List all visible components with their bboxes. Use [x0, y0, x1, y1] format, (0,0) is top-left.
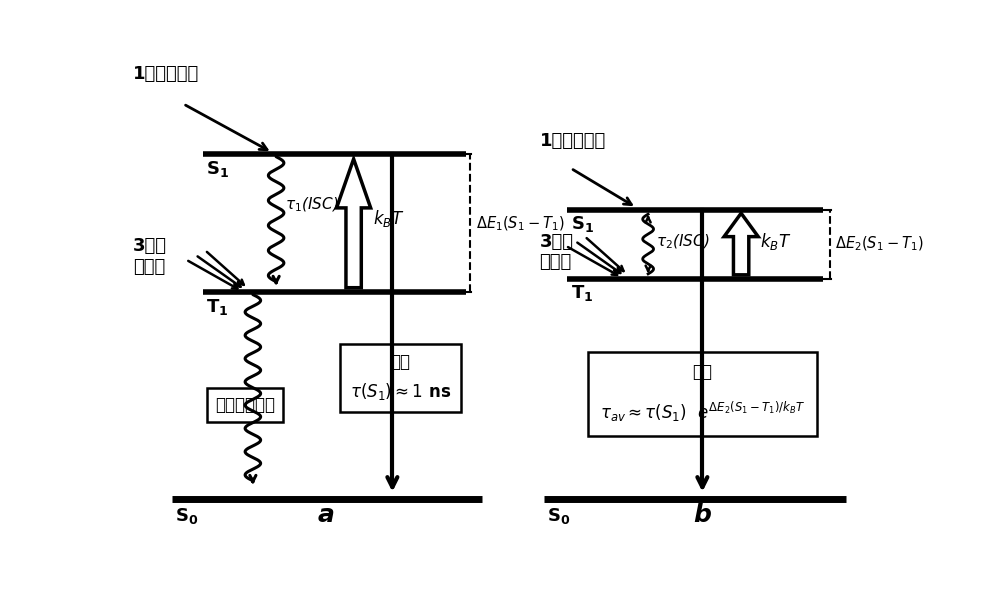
Text: 荧光
$\tau(S_1)\approx1$ ns: 荧光 $\tau(S_1)\approx1$ ns: [350, 353, 451, 402]
Text: 1单重态路径: 1单重态路径: [540, 132, 606, 150]
Text: $\tau_1$(ISC): $\tau_1$(ISC): [285, 196, 339, 214]
Text: $\mathbf{T_1}$: $\mathbf{T_1}$: [571, 283, 593, 303]
Text: $\mathbf{S_0}$: $\mathbf{S_0}$: [175, 506, 199, 526]
Text: $\mathbf{S_0}$: $\mathbf{S_0}$: [547, 506, 571, 526]
Text: 3三重
态路径: 3三重 态路径: [540, 232, 574, 271]
Text: $\tau_2$(ISC): $\tau_2$(ISC): [656, 232, 709, 251]
Text: $k_BT$: $k_BT$: [373, 208, 404, 229]
FancyArrow shape: [337, 159, 371, 288]
Text: 3三重
态路径: 3三重 态路径: [133, 237, 167, 276]
Text: $\mathbf{S_1}$: $\mathbf{S_1}$: [206, 159, 229, 179]
Text: $\Delta E_1(S_1-T_1)$: $\Delta E_1(S_1-T_1)$: [476, 214, 564, 233]
Text: $\Delta E_2(S_1-T_1)$: $\Delta E_2(S_1-T_1)$: [835, 235, 923, 253]
Text: b: b: [693, 503, 711, 527]
FancyArrow shape: [724, 213, 758, 275]
Text: 荧光
$\tau_{av}\approx\tau(S_1)$  $e^{\Delta E_2(S_1-T_1)/k_BT}$: 荧光 $\tau_{av}\approx\tau(S_1)$ $e^{\Delt…: [600, 363, 805, 424]
Text: a: a: [318, 503, 335, 527]
Text: $\mathbf{S_1}$: $\mathbf{S_1}$: [571, 214, 594, 234]
Text: $\mathbf{T_1}$: $\mathbf{T_1}$: [206, 297, 229, 317]
Text: 无辐射去激活: 无辐射去激活: [215, 396, 275, 414]
Text: 1单重态路径: 1单重态路径: [133, 65, 199, 83]
Text: $k_BT$: $k_BT$: [761, 231, 792, 252]
